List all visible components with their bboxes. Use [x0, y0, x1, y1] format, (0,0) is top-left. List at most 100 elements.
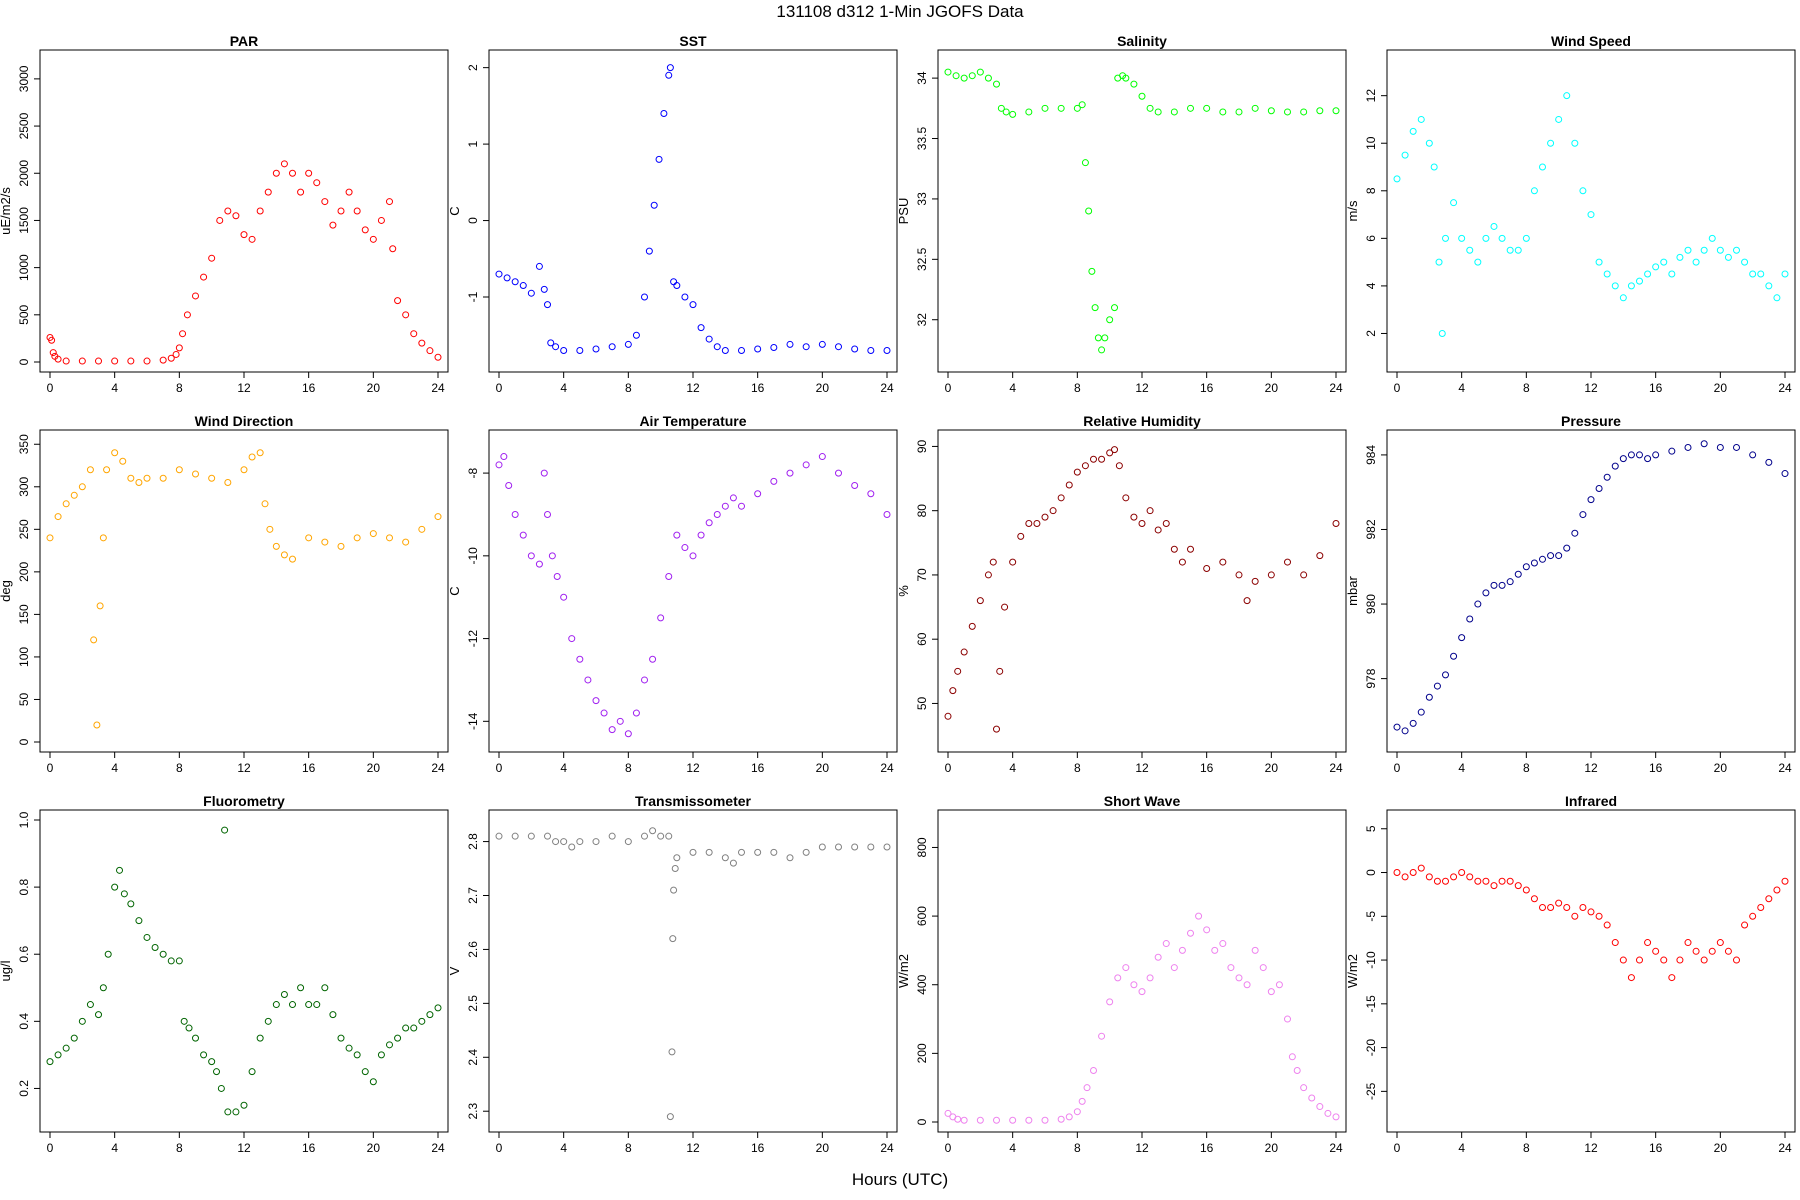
data-point	[248, 453, 256, 461]
data-point	[321, 198, 329, 206]
data-point	[1081, 159, 1089, 167]
data-point	[111, 357, 119, 365]
data-point	[818, 453, 826, 461]
x-tick-label: 16	[751, 1141, 765, 1155]
x-tick-label: 16	[751, 381, 765, 395]
y-axis-label: m/s	[1345, 200, 1360, 221]
data-point	[495, 461, 503, 469]
data-point	[713, 510, 721, 518]
data-point	[192, 470, 199, 478]
data-point	[802, 848, 810, 856]
data-point	[289, 555, 296, 563]
data-point	[560, 347, 568, 355]
data-point	[1235, 974, 1243, 982]
data-point	[1284, 108, 1291, 116]
plot-frame	[937, 429, 1347, 753]
x-tick-label: 24	[880, 761, 894, 775]
data-point	[213, 1068, 221, 1076]
data-point	[111, 449, 119, 457]
data-point	[993, 80, 1000, 88]
data-point	[1644, 455, 1652, 463]
data-point	[297, 984, 305, 992]
data-point	[418, 339, 426, 347]
data-point	[1057, 494, 1065, 502]
data-point	[1450, 873, 1458, 881]
data-point	[1724, 947, 1732, 955]
y-tick-label: 12	[1364, 89, 1378, 103]
data-point	[272, 169, 280, 177]
x-tick-label: 4	[1009, 381, 1016, 395]
data-point	[1057, 104, 1065, 112]
data-point	[705, 848, 713, 856]
data-point	[1619, 294, 1627, 302]
data-point	[224, 479, 232, 487]
data-point	[248, 235, 256, 243]
data-point	[1700, 246, 1708, 254]
data-point	[305, 169, 313, 177]
data-point	[208, 254, 216, 262]
data-point	[624, 340, 632, 348]
y-tick-label: 2500	[17, 112, 31, 139]
data-point	[1081, 462, 1089, 470]
data-point	[394, 1034, 402, 1042]
data-point	[1425, 693, 1433, 701]
plot-frame	[488, 809, 898, 1133]
data-point	[867, 347, 875, 355]
x-tick-label: 12	[686, 1141, 700, 1155]
data-point	[1514, 246, 1522, 254]
data-point	[1539, 163, 1546, 171]
data-point	[1219, 558, 1227, 566]
data-point	[224, 1108, 232, 1116]
data-point	[232, 1108, 240, 1116]
data-point	[553, 573, 561, 581]
data-point	[1203, 926, 1211, 934]
data-point	[1490, 882, 1498, 890]
data-point	[240, 466, 248, 474]
data-point	[1466, 246, 1474, 254]
data-point	[1781, 270, 1789, 278]
data-point	[592, 697, 600, 705]
data-point	[221, 826, 229, 834]
data-point	[996, 667, 1004, 675]
y-axis-label: W/m2	[896, 954, 911, 988]
data-point	[119, 457, 127, 465]
data-point	[1652, 947, 1660, 955]
data-point	[1458, 869, 1466, 877]
data-point	[1757, 270, 1765, 278]
data-point	[127, 474, 135, 482]
data-point	[116, 866, 124, 874]
data-point	[280, 990, 288, 998]
data-point	[645, 247, 653, 255]
data-point	[353, 534, 361, 542]
data-point	[1243, 597, 1251, 605]
plot-frame	[39, 49, 449, 373]
data-point	[1587, 211, 1595, 219]
data-point	[650, 201, 658, 209]
y-tick-label: 2000	[17, 160, 31, 187]
data-point	[1724, 253, 1732, 261]
y-tick-label: 5	[1364, 825, 1378, 832]
data-point	[1187, 929, 1194, 937]
data-point	[280, 551, 288, 559]
data-point	[1660, 258, 1668, 266]
data-point	[883, 347, 891, 355]
data-point	[503, 274, 511, 282]
data-point	[386, 198, 393, 206]
y-tick-label: 0	[1364, 869, 1378, 876]
data-point	[527, 832, 535, 840]
data-point	[1219, 108, 1227, 116]
x-tick-label: 4	[1009, 761, 1016, 775]
data-point	[1563, 544, 1571, 552]
data-point	[1660, 956, 1668, 964]
data-point	[689, 552, 697, 560]
data-point	[960, 74, 968, 82]
x-tick-label: 4	[111, 381, 118, 395]
data-point	[649, 655, 657, 663]
data-point	[754, 345, 762, 353]
data-point	[180, 1017, 188, 1025]
data-point	[1482, 234, 1490, 242]
data-point	[264, 188, 272, 196]
data-point	[192, 1034, 199, 1042]
data-point	[289, 1001, 296, 1009]
data-point	[1587, 496, 1595, 504]
